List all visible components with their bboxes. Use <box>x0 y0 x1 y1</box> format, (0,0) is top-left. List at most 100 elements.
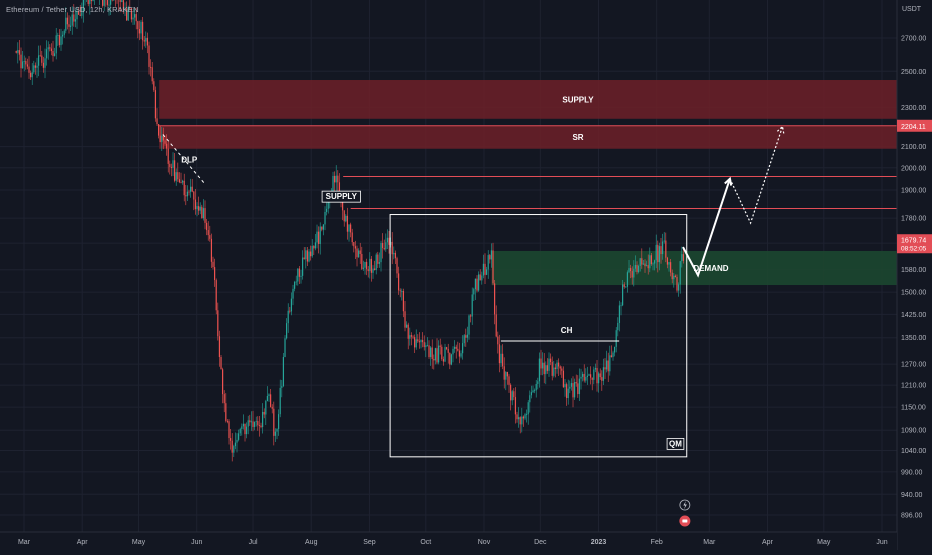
candle-body <box>624 284 625 287</box>
candle-body <box>547 365 548 371</box>
candle <box>112 0 113 1</box>
candle-body <box>344 210 345 221</box>
candle-body <box>612 353 613 358</box>
candle-body <box>532 390 533 392</box>
candle-body <box>132 18 133 20</box>
candle <box>300 270 301 284</box>
candle <box>305 247 306 268</box>
candle-body <box>334 176 335 182</box>
candle-body <box>400 290 401 291</box>
candle <box>48 41 49 59</box>
candle <box>276 428 277 439</box>
candle <box>225 393 226 422</box>
candle <box>406 321 407 328</box>
candle-body <box>523 417 524 419</box>
candle <box>528 400 529 425</box>
candle <box>313 245 314 255</box>
candle <box>208 221 209 241</box>
candle-body <box>350 224 351 232</box>
candle-body <box>185 195 186 196</box>
candle-body <box>512 391 513 400</box>
candle-body <box>286 323 287 338</box>
candle-body <box>417 339 418 341</box>
candle-body <box>206 223 207 230</box>
candle-body <box>484 264 485 275</box>
candle <box>92 0 93 1</box>
candle <box>579 369 580 402</box>
candle-body <box>203 208 204 218</box>
news-glyph <box>682 520 687 523</box>
candle <box>219 331 220 367</box>
candle <box>187 185 188 201</box>
candle-body <box>614 347 615 353</box>
candle <box>236 433 237 452</box>
candle <box>220 355 221 370</box>
annotation-label: SUPPLY <box>326 192 358 201</box>
candle-body <box>633 269 634 278</box>
candle-body <box>56 35 57 53</box>
candle-body <box>600 373 601 377</box>
candle-body <box>171 167 172 168</box>
candle-body <box>408 325 409 339</box>
candle-body <box>438 346 439 363</box>
candle-body <box>521 417 522 425</box>
candle <box>441 345 442 361</box>
candle <box>248 416 249 434</box>
candle <box>462 335 463 359</box>
candle <box>270 389 271 408</box>
candle-body <box>190 187 191 192</box>
candle-body <box>564 384 565 387</box>
candle <box>334 171 335 192</box>
candle <box>361 247 362 270</box>
candle <box>419 332 420 349</box>
candle <box>256 417 257 427</box>
y-tick-label: 1210.00 <box>901 383 926 390</box>
candle-body <box>59 35 60 45</box>
candle <box>488 250 489 279</box>
candle-body <box>297 269 298 282</box>
candle-body <box>491 250 492 259</box>
candle-body <box>216 280 217 310</box>
annotation-label: CH <box>561 326 573 335</box>
candle-body <box>558 363 559 367</box>
candle-body <box>291 299 292 312</box>
candle <box>324 206 325 230</box>
x-tick-label: May <box>817 539 831 546</box>
candle-body <box>121 0 122 2</box>
candle-body <box>540 359 541 369</box>
candle <box>264 408 265 418</box>
candle <box>364 262 365 275</box>
candle-body <box>446 347 447 349</box>
candle-body <box>608 361 609 372</box>
candle <box>211 234 212 268</box>
candle-body <box>590 374 591 377</box>
candle <box>320 222 321 254</box>
candle-body <box>292 289 293 299</box>
candle-body <box>382 243 383 248</box>
candle-body <box>457 349 458 351</box>
candle-body <box>225 403 226 421</box>
candle <box>67 12 68 29</box>
candle-body <box>385 242 386 249</box>
candle-body <box>230 438 231 441</box>
candle <box>537 378 538 390</box>
candle <box>440 339 441 355</box>
candle-body <box>494 283 495 314</box>
candle-body <box>656 245 657 260</box>
candle-body <box>161 136 162 142</box>
candle <box>574 379 575 400</box>
candle-body <box>110 0 111 5</box>
candle <box>302 250 303 279</box>
candle-body <box>236 440 237 443</box>
candle <box>158 124 159 138</box>
candle-body <box>75 19 76 21</box>
candle <box>356 246 357 267</box>
candle <box>531 386 532 399</box>
candle-body <box>140 22 141 34</box>
candle-body <box>507 372 508 376</box>
candle-body <box>257 421 258 425</box>
candle-body <box>328 202 329 209</box>
candle-body <box>528 402 529 414</box>
